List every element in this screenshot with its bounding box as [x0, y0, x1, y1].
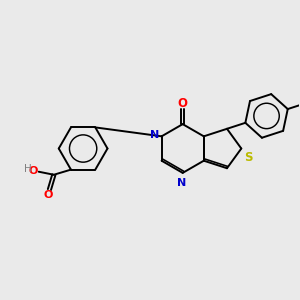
- Text: O: O: [178, 98, 188, 110]
- Text: O: O: [29, 166, 38, 176]
- Text: O: O: [43, 190, 52, 200]
- Text: N: N: [150, 130, 159, 140]
- Text: N: N: [178, 178, 187, 188]
- Text: S: S: [244, 152, 253, 164]
- Text: H: H: [24, 164, 32, 175]
